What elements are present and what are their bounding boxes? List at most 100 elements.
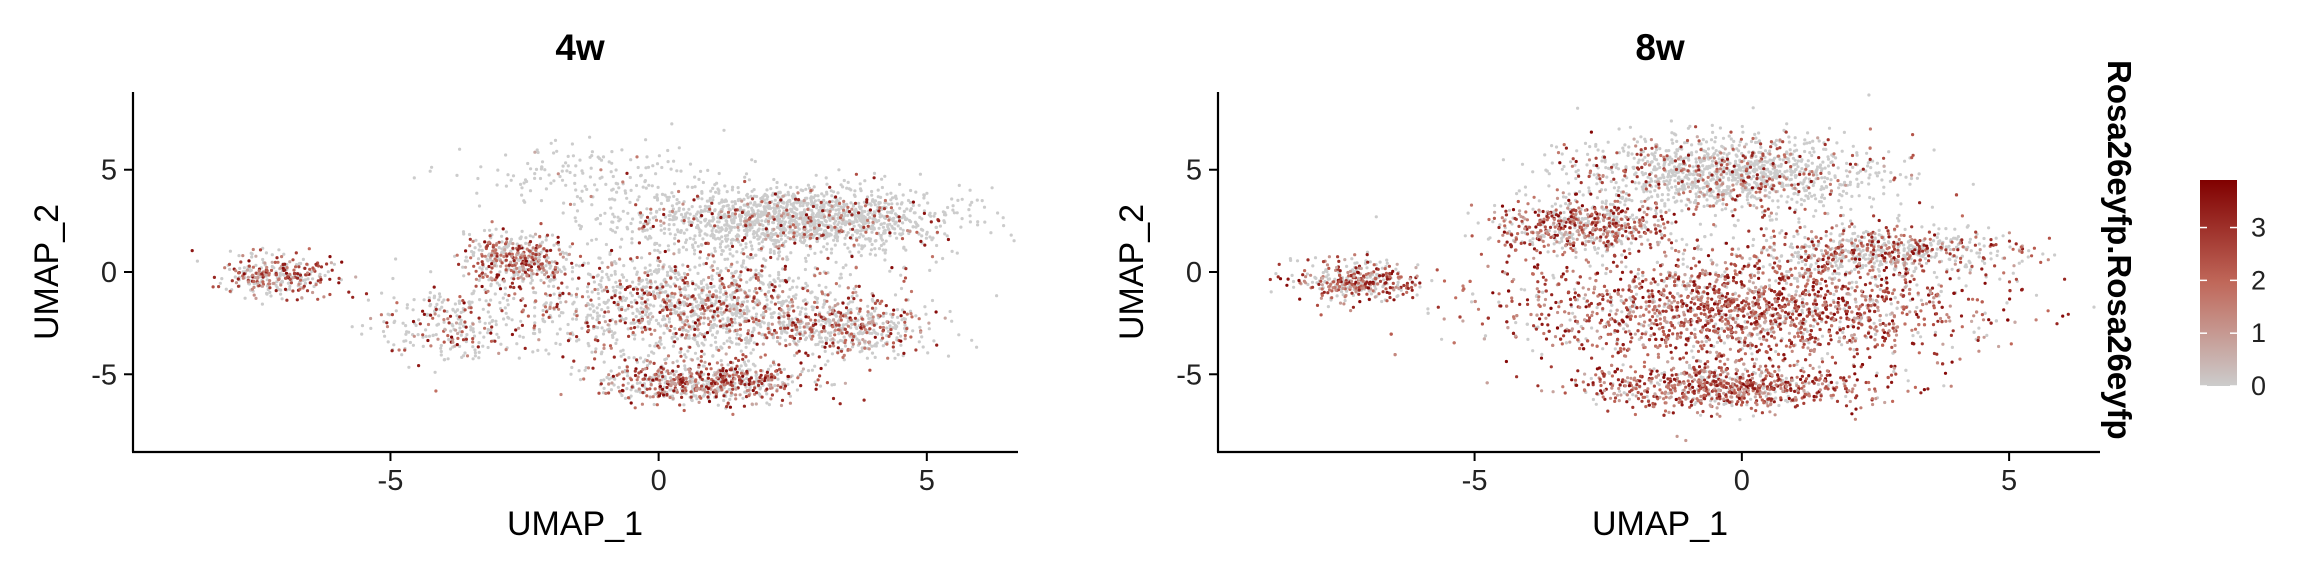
cell-point xyxy=(442,298,446,302)
cell-point xyxy=(474,238,478,242)
cell-point xyxy=(665,307,669,312)
cell-point xyxy=(848,222,852,226)
cell-point xyxy=(526,161,530,166)
cell-point xyxy=(487,264,491,269)
cell-point xyxy=(817,319,821,323)
cell-point xyxy=(739,349,743,353)
cell-point xyxy=(777,212,781,216)
cell-point xyxy=(477,248,481,252)
cell-point xyxy=(656,248,660,253)
cell-point xyxy=(328,255,332,259)
cell-point xyxy=(805,244,809,248)
cell-point xyxy=(648,344,652,348)
cell-point xyxy=(626,381,630,385)
cell-point xyxy=(968,203,972,207)
cell-point xyxy=(655,193,659,197)
cell-point xyxy=(672,373,676,377)
cell-point xyxy=(593,350,598,354)
cell-point xyxy=(839,213,844,218)
cell-point xyxy=(424,334,428,338)
cell-point xyxy=(718,295,722,299)
cell-point xyxy=(799,310,803,314)
cell-point xyxy=(649,207,653,211)
cell-point xyxy=(764,227,768,231)
cell-point xyxy=(493,261,498,265)
cell-point xyxy=(748,240,753,244)
cell-point xyxy=(677,248,681,252)
cell-point xyxy=(618,295,622,299)
cell-point xyxy=(722,293,726,297)
cell-point xyxy=(601,155,606,159)
cell-point xyxy=(656,258,660,263)
cell-point xyxy=(696,334,700,338)
cell-point xyxy=(228,289,232,293)
cell-point xyxy=(618,389,622,393)
cell-point xyxy=(888,231,892,235)
cell-point xyxy=(532,290,536,294)
cell-point xyxy=(523,178,528,182)
cell-point xyxy=(820,340,824,344)
cell-point xyxy=(574,317,579,321)
cell-point xyxy=(699,220,703,224)
cell-point xyxy=(641,337,645,341)
cell-point xyxy=(831,217,835,221)
cell-point xyxy=(550,273,554,277)
cell-point xyxy=(899,343,903,347)
cell-point xyxy=(788,225,792,229)
cell-point xyxy=(674,331,678,336)
cell-point xyxy=(867,216,872,220)
cell-point xyxy=(683,364,687,368)
cell-point xyxy=(699,355,703,359)
cell-point xyxy=(895,236,899,240)
cell-point xyxy=(332,262,336,266)
cell-point xyxy=(538,255,542,259)
cell-point xyxy=(531,272,535,276)
cell-point xyxy=(751,299,755,303)
cell-point xyxy=(787,307,791,312)
cell-point xyxy=(703,204,708,208)
cell-point xyxy=(648,285,652,289)
cell-point xyxy=(450,322,454,326)
cell-point xyxy=(968,188,972,192)
cell-point xyxy=(685,315,689,319)
cell-point xyxy=(667,195,671,199)
cell-point xyxy=(455,253,459,257)
cell-point xyxy=(821,305,825,309)
cell-point xyxy=(681,300,685,304)
cell-point xyxy=(282,252,286,256)
cell-point xyxy=(660,370,664,374)
cell-point xyxy=(955,211,959,215)
cell-point xyxy=(843,236,847,240)
cell-point xyxy=(637,387,641,391)
cell-point xyxy=(557,248,561,252)
panel-title: 4w xyxy=(555,27,605,68)
cell-point xyxy=(562,265,566,269)
cell-point xyxy=(850,233,855,237)
cell-point xyxy=(767,206,771,210)
cell-point xyxy=(274,289,278,293)
cell-point xyxy=(533,306,537,310)
cell-point xyxy=(777,209,782,213)
cell-point xyxy=(896,315,900,319)
cell-point xyxy=(718,279,722,283)
cell-point xyxy=(705,256,710,260)
cell-point xyxy=(404,332,408,336)
cell-point xyxy=(637,241,642,245)
cell-point xyxy=(519,319,523,323)
cell-point xyxy=(803,267,808,272)
cell-point xyxy=(288,287,292,291)
cell-point xyxy=(740,199,744,203)
cell-point xyxy=(898,206,902,210)
cell-point xyxy=(873,247,877,251)
cell-point xyxy=(723,234,728,238)
cell-point xyxy=(489,270,493,274)
cell-point xyxy=(670,191,674,195)
cell-point xyxy=(308,281,312,285)
cell-point xyxy=(606,265,610,269)
cell-point xyxy=(621,180,625,184)
cell-point xyxy=(303,266,307,270)
cell-point xyxy=(424,328,428,332)
cell-point xyxy=(485,257,489,261)
cell-point xyxy=(683,276,688,280)
cell-point xyxy=(849,311,853,315)
